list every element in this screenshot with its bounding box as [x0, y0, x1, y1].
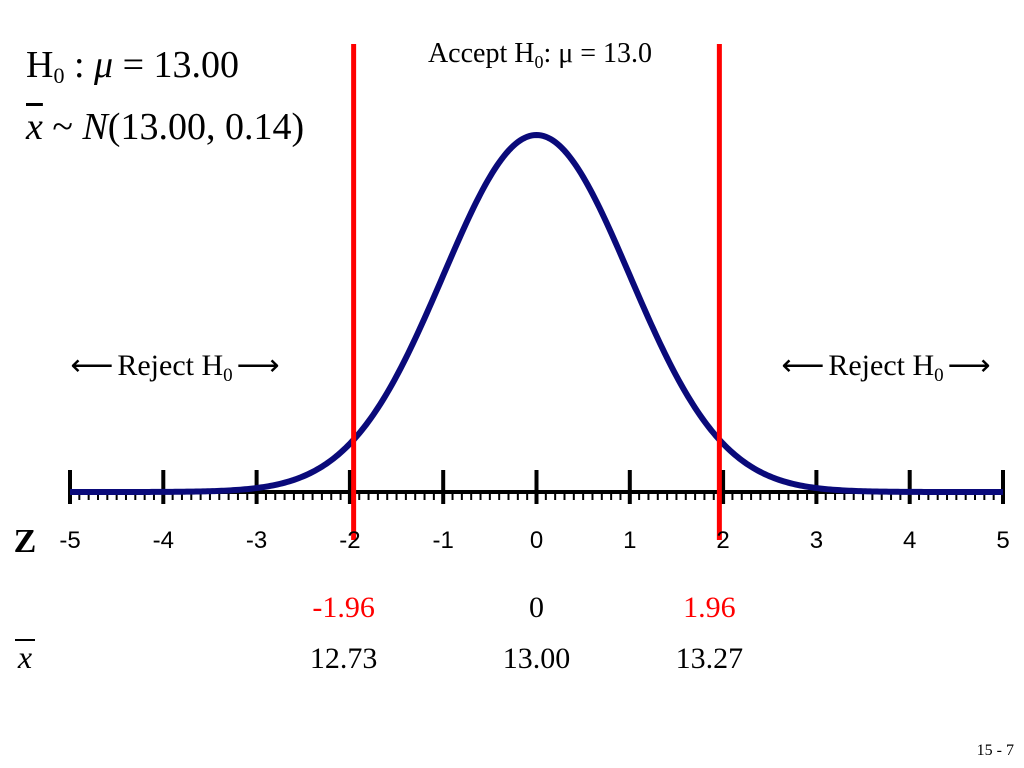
reject-subscript: 0 — [223, 365, 233, 386]
h-symbol: H — [26, 44, 54, 86]
xbar-row-value: 12.73 — [310, 642, 378, 675]
mu-symbol: μ — [94, 44, 114, 86]
reject-region-label-right: ⟵ Reject H0 ⟶ — [781, 349, 990, 386]
xbar-critical-row: 12.73 13.00 13.27 — [310, 642, 743, 675]
z-tick-labels: -5 -4 -3 -2 -1 0 1 2 3 4 5 — [59, 527, 1009, 554]
z-tick-label: -2 — [339, 527, 360, 554]
reject-text: Reject H — [828, 349, 934, 382]
page-number: 15 - 7 — [976, 742, 1014, 759]
z-row-value: 0 — [529, 591, 544, 624]
left-arrow-icon: ⟵ — [781, 349, 824, 382]
xbar-row-value: 13.00 — [503, 642, 571, 675]
z-tick-label: -4 — [153, 527, 174, 554]
reject-text: Reject H — [117, 349, 223, 382]
z-tick-label: 3 — [810, 527, 823, 554]
h-separator: : — [73, 44, 85, 86]
tilde-symbol: ~ — [52, 106, 73, 148]
normal-curve — [70, 131, 1003, 495]
z-row-value: 1.96 — [683, 591, 736, 624]
xbar-axis-label: x — [17, 639, 32, 675]
z-tick-label: 0 — [530, 527, 543, 554]
z-tick-label: -1 — [433, 527, 454, 554]
sampling-distribution: x ~ N(13.00, 0.14) — [26, 108, 304, 146]
z-tick-label: -5 — [59, 527, 80, 554]
right-arrow-icon: ⟶ — [948, 349, 991, 382]
left-arrow-icon: ⟵ — [70, 349, 113, 382]
z-tick-label: 4 — [903, 527, 916, 554]
reject-region-label-left: ⟵ Reject H0 ⟶ — [70, 349, 279, 386]
z-tick-label: 5 — [996, 527, 1009, 554]
hypothesis-value: = 13.00 — [122, 44, 240, 86]
distribution-params: (13.00, 0.14) — [107, 106, 305, 148]
reject-subscript: 0 — [934, 365, 944, 386]
accept-suffix: : μ = 13.0 — [543, 38, 652, 69]
z-row-value: -1.96 — [312, 591, 375, 624]
z-tick-label: -3 — [246, 527, 267, 554]
z-tick-label: 2 — [716, 527, 729, 554]
null-hypothesis: H0 : μ = 13.00 — [26, 46, 239, 87]
accept-subscript: 0 — [534, 52, 543, 72]
xbar-symbol: x — [26, 106, 43, 148]
z-critical-row: -1.96 0 1.96 — [312, 591, 735, 624]
z-tick-label: 1 — [623, 527, 636, 554]
z-axis-label: Z — [14, 523, 37, 560]
right-arrow-icon: ⟶ — [237, 349, 280, 382]
h-subscript: 0 — [53, 63, 65, 88]
xbar-row-value: 13.27 — [676, 642, 744, 675]
accept-prefix: Accept H — [428, 38, 535, 69]
accept-region-label: Accept H0: μ = 13.0 — [428, 38, 652, 72]
normal-symbol: N — [82, 106, 108, 148]
